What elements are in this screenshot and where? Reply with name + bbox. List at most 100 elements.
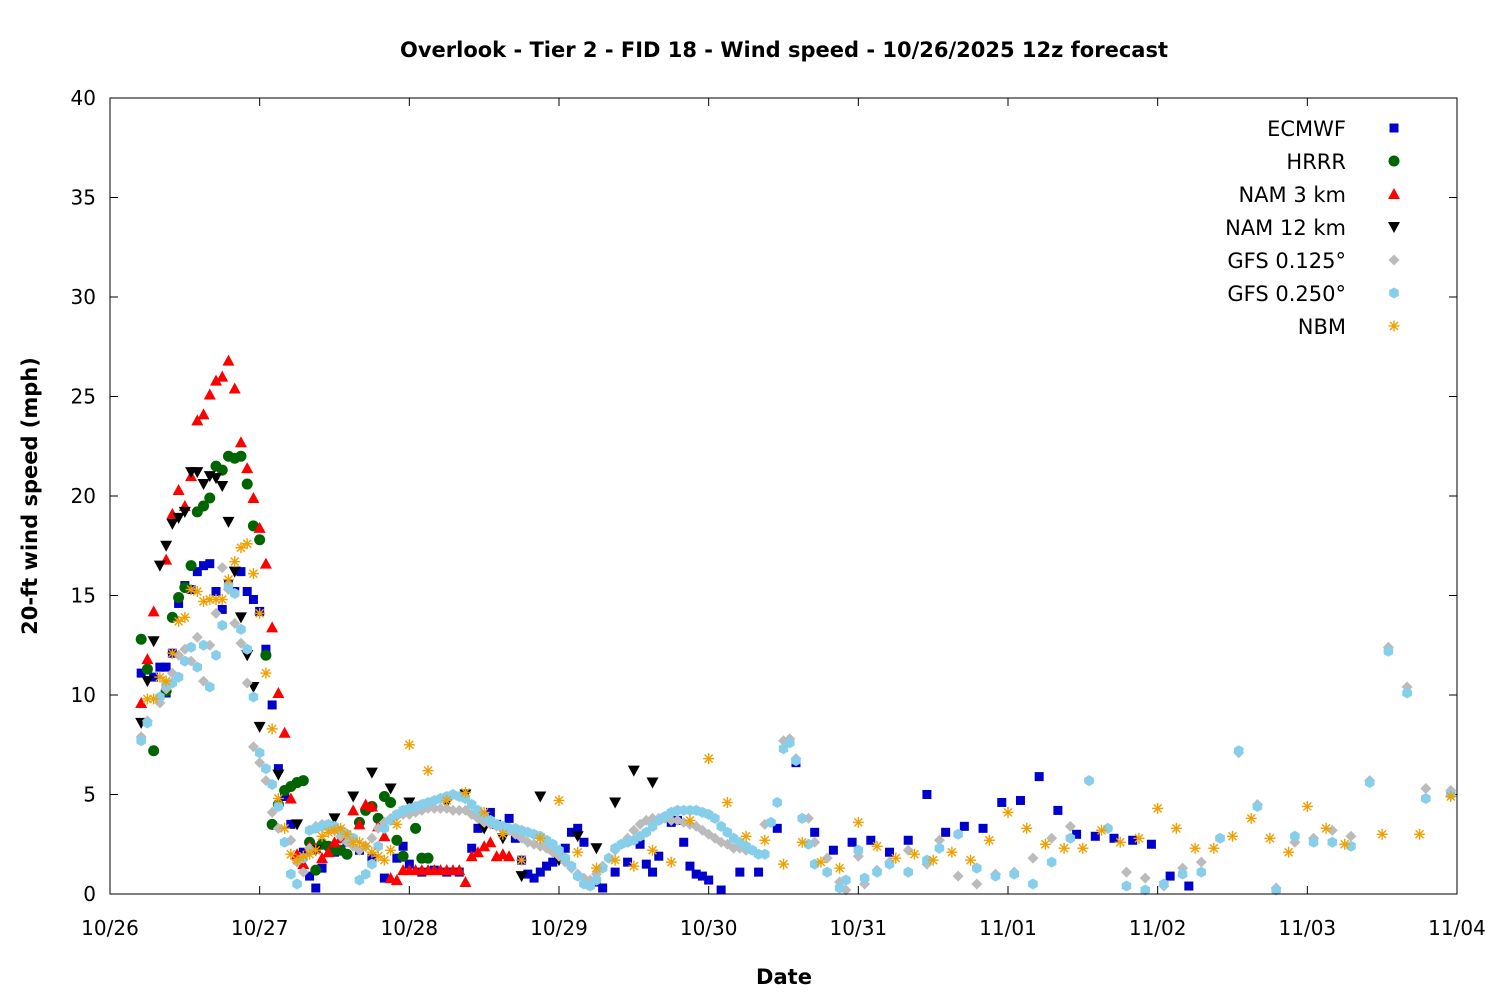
data-point (902, 844, 914, 856)
data-point (136, 735, 146, 747)
data-point (890, 852, 902, 864)
data-point (191, 631, 203, 643)
data-point (367, 858, 377, 870)
data-point (1376, 828, 1388, 840)
data-point (1072, 829, 1082, 839)
data-point (1114, 836, 1126, 848)
data-point (378, 854, 390, 866)
data-point (859, 872, 870, 884)
data-point (174, 598, 184, 608)
data-point (516, 854, 528, 866)
data-point (403, 739, 415, 751)
data-point (291, 854, 303, 866)
data-point (572, 846, 584, 858)
data-point (710, 812, 720, 824)
data-point (529, 873, 539, 883)
y-tick-label: 5 (83, 783, 96, 807)
data-point (135, 696, 148, 708)
data-point (261, 763, 271, 775)
data-point (222, 574, 234, 586)
data-point (1165, 871, 1175, 881)
data-point (1058, 842, 1070, 854)
data-point (473, 823, 483, 833)
data-point (203, 388, 216, 400)
data-point (796, 836, 808, 848)
data-point (210, 374, 223, 386)
legend-marker (1388, 320, 1400, 332)
series-gfs-0-250 (136, 580, 1456, 896)
data-point (721, 796, 733, 808)
data-point (1121, 880, 1132, 892)
data-point (1146, 839, 1156, 849)
data-point (248, 594, 258, 604)
data-point (141, 653, 154, 665)
data-point (648, 867, 658, 877)
data-point (1027, 852, 1039, 864)
data-point (247, 568, 259, 580)
data-point (160, 675, 172, 687)
data-point (236, 567, 246, 577)
data-point (179, 582, 191, 594)
data-point (322, 846, 335, 858)
data-point (234, 436, 247, 448)
data-point (1084, 775, 1094, 787)
data-point (241, 538, 253, 550)
data-point (366, 846, 378, 858)
data-point (310, 844, 322, 856)
legend-marker (1389, 287, 1399, 299)
data-point (1233, 745, 1244, 757)
data-point (1283, 846, 1295, 858)
data-point (579, 837, 589, 847)
data-point (822, 866, 832, 878)
chart-title: Overlook - Tier 2 - FID 18 - Wind speed … (400, 38, 1168, 62)
legend-label: ECMWF (1267, 117, 1346, 141)
data-point (572, 870, 583, 882)
data-point (142, 717, 153, 729)
data-point (453, 804, 465, 816)
data-point (198, 639, 209, 651)
data-point (391, 834, 403, 846)
data-point (1034, 772, 1044, 782)
data-point (553, 794, 565, 806)
data-point (591, 874, 602, 886)
data-point (1290, 830, 1300, 842)
data-point (852, 816, 864, 828)
data-point (1445, 790, 1457, 802)
data-point (266, 723, 278, 735)
x-tick-label: 10/31 (830, 916, 888, 940)
data-point (191, 586, 203, 598)
data-point (778, 858, 789, 870)
x-tick-label: 11/01 (979, 916, 1037, 940)
data-point (573, 823, 583, 833)
data-point (610, 867, 620, 877)
data-point (267, 779, 277, 791)
data-point (278, 726, 291, 738)
data-point (810, 827, 820, 837)
data-point (347, 791, 360, 803)
data-point (260, 649, 272, 661)
data-point (1064, 820, 1076, 832)
data-point (597, 862, 608, 874)
data-point (316, 830, 328, 842)
data-point (260, 667, 272, 679)
data-point (853, 844, 864, 856)
data-point (385, 796, 397, 808)
data-point (548, 857, 558, 867)
x-tick-label: 10/29 (530, 916, 588, 940)
data-point (542, 861, 552, 871)
data-point (1421, 792, 1431, 804)
data-point (186, 641, 196, 653)
data-point (135, 633, 147, 645)
legend-label: GFS 0.125° (1227, 249, 1346, 273)
data-point (272, 792, 284, 804)
data-point (1196, 866, 1207, 878)
data-point (903, 866, 913, 878)
data-point (821, 852, 833, 864)
data-point (716, 885, 726, 895)
data-point (191, 467, 204, 479)
data-point (148, 693, 160, 705)
data-point (248, 691, 259, 703)
data-point (635, 839, 645, 849)
data-point (305, 871, 315, 881)
